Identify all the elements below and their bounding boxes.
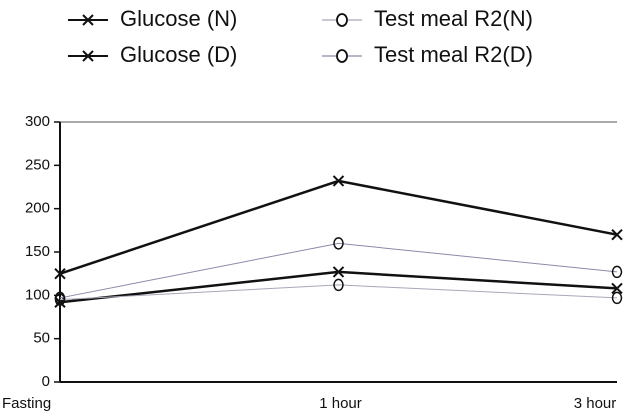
legend-label: Test meal R2(N) (374, 6, 533, 31)
legend-label: Glucose (D) (120, 42, 237, 67)
marker (333, 237, 344, 250)
legend-marker (336, 49, 348, 63)
marker (333, 278, 344, 292)
series-line (59, 270, 618, 304)
x-tick-label: 1 hour (319, 395, 362, 412)
legend-label: Glucose (N) (120, 6, 237, 31)
legend-marker (82, 14, 94, 26)
y-tick-label: 50 (33, 330, 50, 347)
series-line (59, 284, 618, 301)
marker (332, 175, 345, 187)
marker (54, 267, 66, 280)
y-tick-label: 250 (25, 156, 50, 173)
legend-marker (82, 50, 94, 62)
marker (611, 282, 623, 295)
marker (611, 291, 623, 305)
marker (611, 265, 623, 279)
y-tick-label: 200 (25, 200, 50, 217)
series-line (59, 242, 618, 299)
marker (611, 228, 623, 241)
y-tick-label: 100 (25, 286, 50, 303)
x-tick-label: Fasting (2, 395, 51, 412)
marker (54, 296, 66, 308)
legend-label: Test meal R2(D) (374, 42, 533, 67)
series-line (59, 179, 618, 275)
marker (54, 291, 66, 305)
x-tick-label: 3 hour (574, 395, 617, 412)
marker (332, 266, 345, 278)
y-tick-label: 0 (42, 373, 50, 390)
legend-marker (336, 13, 348, 27)
y-tick-label: 300 (25, 113, 50, 130)
y-tick-label: 150 (25, 243, 50, 260)
